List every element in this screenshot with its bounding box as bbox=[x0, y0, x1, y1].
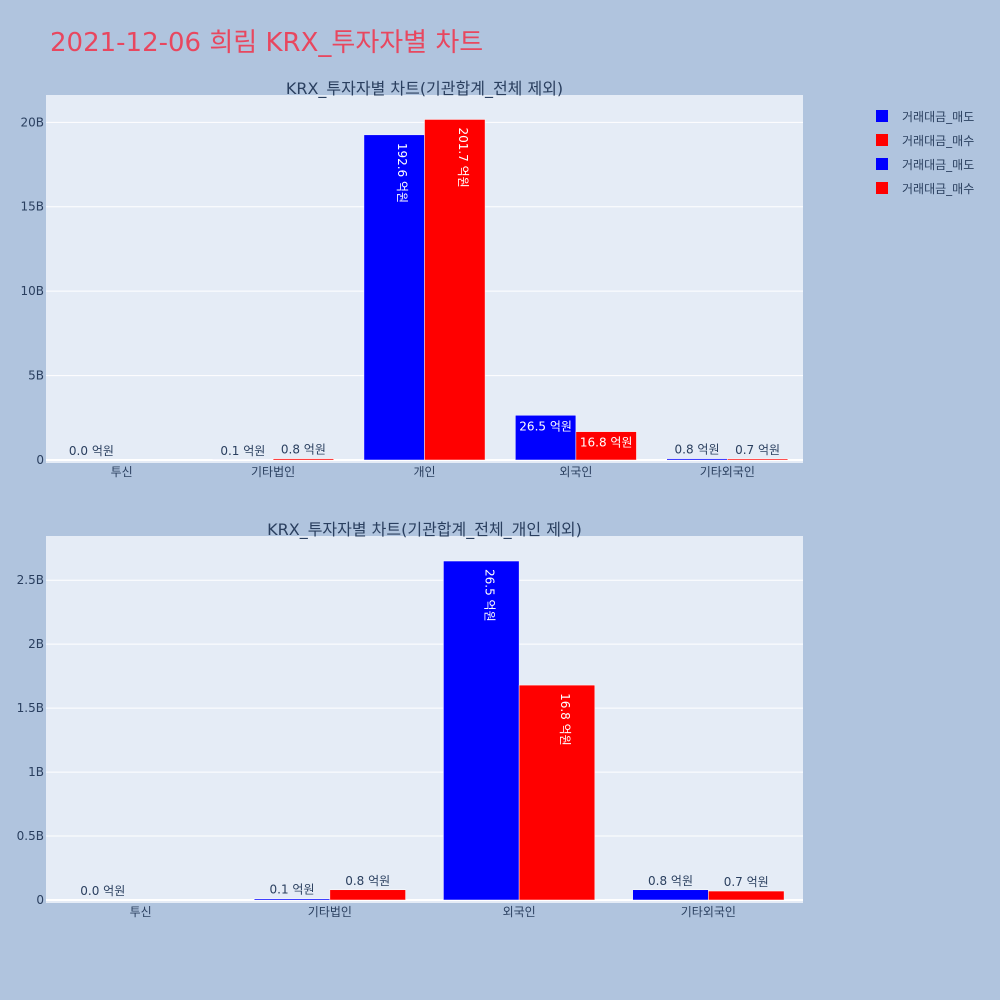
y-tick-label: 1B bbox=[28, 765, 44, 779]
bar-buy bbox=[518, 684, 596, 901]
data-label: 0.7 억원 bbox=[735, 443, 780, 457]
y-tick-label: 20B bbox=[20, 115, 44, 129]
x-tick-label: 개인 bbox=[413, 465, 435, 479]
y-tick-label: 1.5B bbox=[17, 701, 44, 715]
y-tick-label: 0 bbox=[36, 453, 44, 467]
y-tick-label: 5B bbox=[28, 369, 44, 383]
data-label: 0.8 억원 bbox=[648, 874, 693, 888]
data-label: 0.8 억원 bbox=[345, 874, 390, 888]
bar-sell bbox=[363, 134, 425, 461]
legend-item[interactable]: 거래대금_매수 bbox=[876, 128, 974, 152]
legend-label: 거래대금_매수 bbox=[902, 133, 975, 148]
data-label: 201.7 억원 bbox=[456, 127, 470, 187]
legend-swatch-sell bbox=[876, 110, 888, 122]
bar-buy bbox=[272, 458, 334, 461]
y-tick-label: 15B bbox=[20, 200, 44, 214]
legend-label: 거래대금_매도 bbox=[902, 109, 975, 124]
legend-swatch-buy bbox=[876, 182, 888, 194]
chart-title: KRX_투자자별 차트(기관합계_전체 제외) bbox=[286, 79, 563, 99]
bar-buy bbox=[329, 889, 406, 901]
y-tick-label: 2B bbox=[28, 637, 44, 651]
y-tick-label: 0 bbox=[36, 893, 44, 907]
y-tick-label: 10B bbox=[20, 284, 44, 298]
bar-buy bbox=[424, 119, 486, 461]
chart-title: KRX_투자자별 차트(기관합계_전체_개인 제외) bbox=[267, 520, 582, 540]
x-tick-label: 외국인 bbox=[503, 905, 536, 919]
data-label: 16.8 억원 bbox=[580, 436, 633, 450]
x-tick-label: 기타외국인 bbox=[700, 465, 755, 479]
bar-buy bbox=[727, 458, 789, 461]
data-label: 26.5 억원 bbox=[482, 569, 496, 622]
x-tick-label: 투신 bbox=[130, 905, 152, 919]
data-label: 0.8 억원 bbox=[675, 443, 720, 457]
legend-label: 거래대금_매수 bbox=[902, 181, 975, 196]
bar-sell bbox=[515, 415, 577, 461]
bar-sell bbox=[443, 560, 520, 901]
x-tick-label: 기타법인 bbox=[251, 465, 295, 479]
data-label: 0.1 억원 bbox=[270, 883, 315, 897]
legend-label: 거래대금_매도 bbox=[902, 157, 975, 172]
x-tick-label: 기타법인 bbox=[308, 905, 352, 919]
x-tick-label: 외국인 bbox=[559, 465, 592, 479]
data-label: 0.7 억원 bbox=[724, 875, 769, 889]
legend[interactable]: 거래대금_매도 거래대금_매수 거래대금_매도 거래대금_매수 bbox=[876, 104, 974, 200]
bar-sell bbox=[666, 458, 728, 461]
y-tick-label: 0.5B bbox=[17, 829, 44, 843]
legend-item[interactable]: 거래대금_매도 bbox=[876, 152, 974, 176]
data-label: 192.6 억원 bbox=[395, 143, 409, 203]
data-label: 0.8 억원 bbox=[281, 443, 326, 457]
data-label: 0.1 억원 bbox=[220, 444, 265, 458]
x-tick-label: 투신 bbox=[111, 465, 133, 479]
legend-swatch-buy bbox=[876, 134, 888, 146]
y-tick-label: 2.5B bbox=[17, 573, 44, 587]
bar-sell bbox=[632, 889, 709, 901]
data-label: 0.0 억원 bbox=[69, 444, 114, 458]
data-label: 16.8 억원 bbox=[558, 693, 572, 746]
data-label: 26.5 억원 bbox=[519, 419, 572, 433]
bar-sell bbox=[253, 898, 331, 901]
data-label: 0.0 억원 bbox=[80, 884, 125, 898]
x-tick-label: 기타외국인 bbox=[681, 905, 736, 919]
legend-item[interactable]: 거래대금_매수 bbox=[876, 176, 974, 200]
plot-area bbox=[46, 536, 803, 903]
bar-buy bbox=[708, 890, 785, 901]
legend-swatch-sell bbox=[876, 158, 888, 170]
bar-buy bbox=[575, 431, 637, 461]
page-title: 2021-12-06 희림 KRX_투자자별 차트 bbox=[50, 28, 484, 58]
legend-item[interactable]: 거래대금_매도 bbox=[876, 104, 974, 128]
